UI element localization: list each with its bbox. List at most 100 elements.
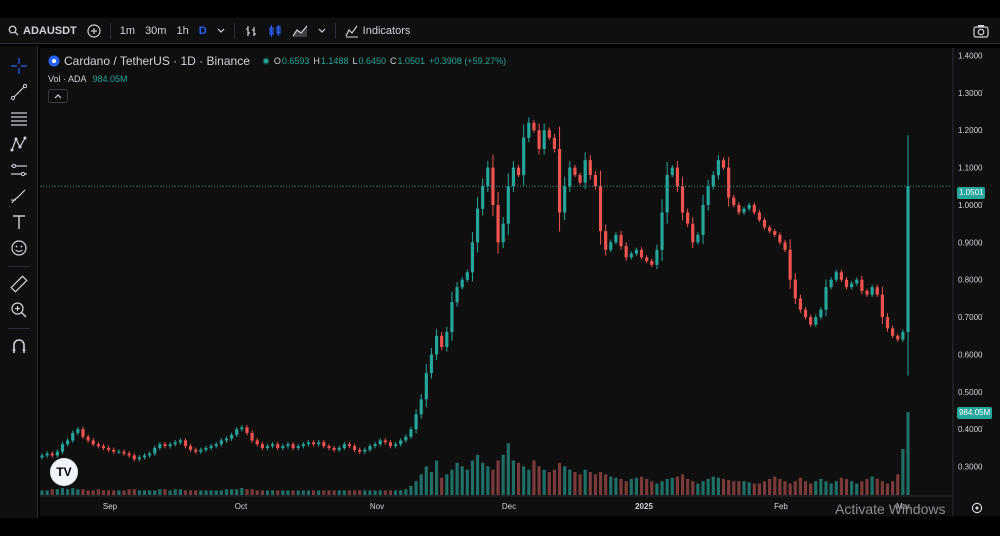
candle-body xyxy=(66,440,70,445)
candle-body xyxy=(363,449,367,452)
magnet-tool[interactable] xyxy=(9,336,29,356)
chart-type-dropdown[interactable] xyxy=(313,18,331,44)
y-tick-label: 1.4000 xyxy=(958,51,983,60)
volume-bar xyxy=(639,476,644,495)
candle-body xyxy=(414,414,418,430)
volume-bar xyxy=(281,490,285,495)
volume-bar xyxy=(798,477,802,495)
timeframe-dropdown[interactable] xyxy=(212,18,230,44)
volume-bar xyxy=(178,489,182,495)
indicators-button[interactable]: Indicators xyxy=(340,18,416,44)
candle-body xyxy=(624,246,628,258)
area-style-button[interactable] xyxy=(287,18,313,44)
volume-bar xyxy=(352,490,357,495)
measure-tool[interactable] xyxy=(9,274,29,294)
bar-style-button[interactable] xyxy=(239,18,263,44)
low-key: L xyxy=(352,56,358,66)
volume-bar xyxy=(60,488,65,495)
volume-bar xyxy=(409,485,413,495)
volume-bar xyxy=(547,472,551,495)
candles-style-button[interactable] xyxy=(263,18,287,44)
candle-body xyxy=(752,204,756,213)
fib-tool[interactable] xyxy=(9,108,29,128)
symbol-search-button[interactable]: ADAUSDT xyxy=(0,18,82,44)
volume-bar xyxy=(563,466,567,495)
emoji-tool[interactable] xyxy=(9,238,29,258)
candle-body xyxy=(522,137,526,176)
volume-bar xyxy=(404,489,408,495)
volume-bar xyxy=(189,490,193,495)
candle-body xyxy=(470,242,475,273)
volume-bar xyxy=(701,481,705,495)
brush-tool[interactable] xyxy=(9,186,29,206)
candlestick-chart[interactable]: 1.4000 1.3000 1.2000 1.1000 1.0000 0.9000 0.80… xyxy=(40,48,1000,516)
candle-body xyxy=(163,444,167,447)
text-tool[interactable] xyxy=(9,212,29,232)
volume-bar xyxy=(265,490,270,495)
y-tick-label: 0.8000 xyxy=(958,276,983,285)
volume-bar xyxy=(440,477,444,495)
volume-bar xyxy=(706,478,710,495)
volume-bar xyxy=(393,490,398,495)
candle-body xyxy=(629,253,633,258)
legend-title[interactable]: Cardano / TetherUS · 1D · Binance xyxy=(64,54,250,68)
x-tick-label: Sep xyxy=(103,502,118,511)
candle-body xyxy=(778,234,782,243)
candle-body xyxy=(875,287,879,295)
volume-bar xyxy=(680,474,685,495)
trend-line-tool[interactable] xyxy=(9,82,29,102)
candle-body xyxy=(327,446,331,448)
candle-body xyxy=(803,309,808,318)
volume-bar xyxy=(86,490,90,495)
candle-body xyxy=(255,440,259,445)
candle-body xyxy=(40,455,44,458)
candle-body xyxy=(839,272,843,280)
volume-bar xyxy=(598,472,603,495)
compare-button[interactable] xyxy=(82,18,106,44)
volume-bar xyxy=(296,490,300,495)
volume-bar xyxy=(896,474,900,495)
chart-settings-button[interactable] xyxy=(971,501,983,519)
volume-bar xyxy=(378,490,382,495)
volume-bar xyxy=(824,481,828,495)
volume-label[interactable]: Vol · ADA xyxy=(48,74,87,84)
collapse-legend-button[interactable] xyxy=(48,89,68,103)
volume-bar xyxy=(891,481,895,495)
timeframe-d[interactable]: D xyxy=(198,24,207,37)
volume-bar xyxy=(342,490,346,495)
candle-body xyxy=(783,242,787,250)
candle-body xyxy=(404,436,408,441)
candle-body xyxy=(516,167,521,176)
projection-tool[interactable] xyxy=(9,160,29,180)
candle-body xyxy=(660,212,664,250)
volume-bar xyxy=(860,481,864,495)
volume-bar xyxy=(250,489,254,495)
volume-bar xyxy=(486,466,490,495)
candle-body xyxy=(388,442,393,447)
volume-bar xyxy=(655,483,659,495)
candle-body xyxy=(158,444,162,448)
screenshot-button[interactable] xyxy=(968,18,994,44)
candle-body xyxy=(701,204,705,235)
candle-body xyxy=(378,440,382,445)
y-tick-label: 1.1000 xyxy=(958,164,983,173)
candle-body xyxy=(265,446,270,448)
volume-bar xyxy=(727,480,731,495)
chart-pane[interactable]: 1.4000 1.3000 1.2000 1.1000 1.0000 0.9000 0.80… xyxy=(40,48,1000,516)
zoom-tool[interactable] xyxy=(9,300,29,320)
candle-body xyxy=(178,440,182,443)
candle-body xyxy=(86,436,90,441)
timeframe-30m[interactable]: 30m xyxy=(145,24,167,37)
timeframe-1h[interactable]: 1h xyxy=(176,24,189,37)
toolbar-divider xyxy=(233,22,235,39)
volume-bar xyxy=(419,474,423,495)
volume-bar xyxy=(122,490,126,495)
pattern-tool[interactable] xyxy=(9,134,29,154)
timeframe-1m[interactable]: 1m xyxy=(119,24,136,37)
y-tick-label: 1.3000 xyxy=(958,89,983,98)
crosshair-tool[interactable] xyxy=(9,56,29,76)
candle-body xyxy=(230,434,234,439)
volume-bar xyxy=(537,466,541,495)
candle-body xyxy=(383,440,387,443)
tradingview-logo[interactable]: TV xyxy=(50,458,78,486)
